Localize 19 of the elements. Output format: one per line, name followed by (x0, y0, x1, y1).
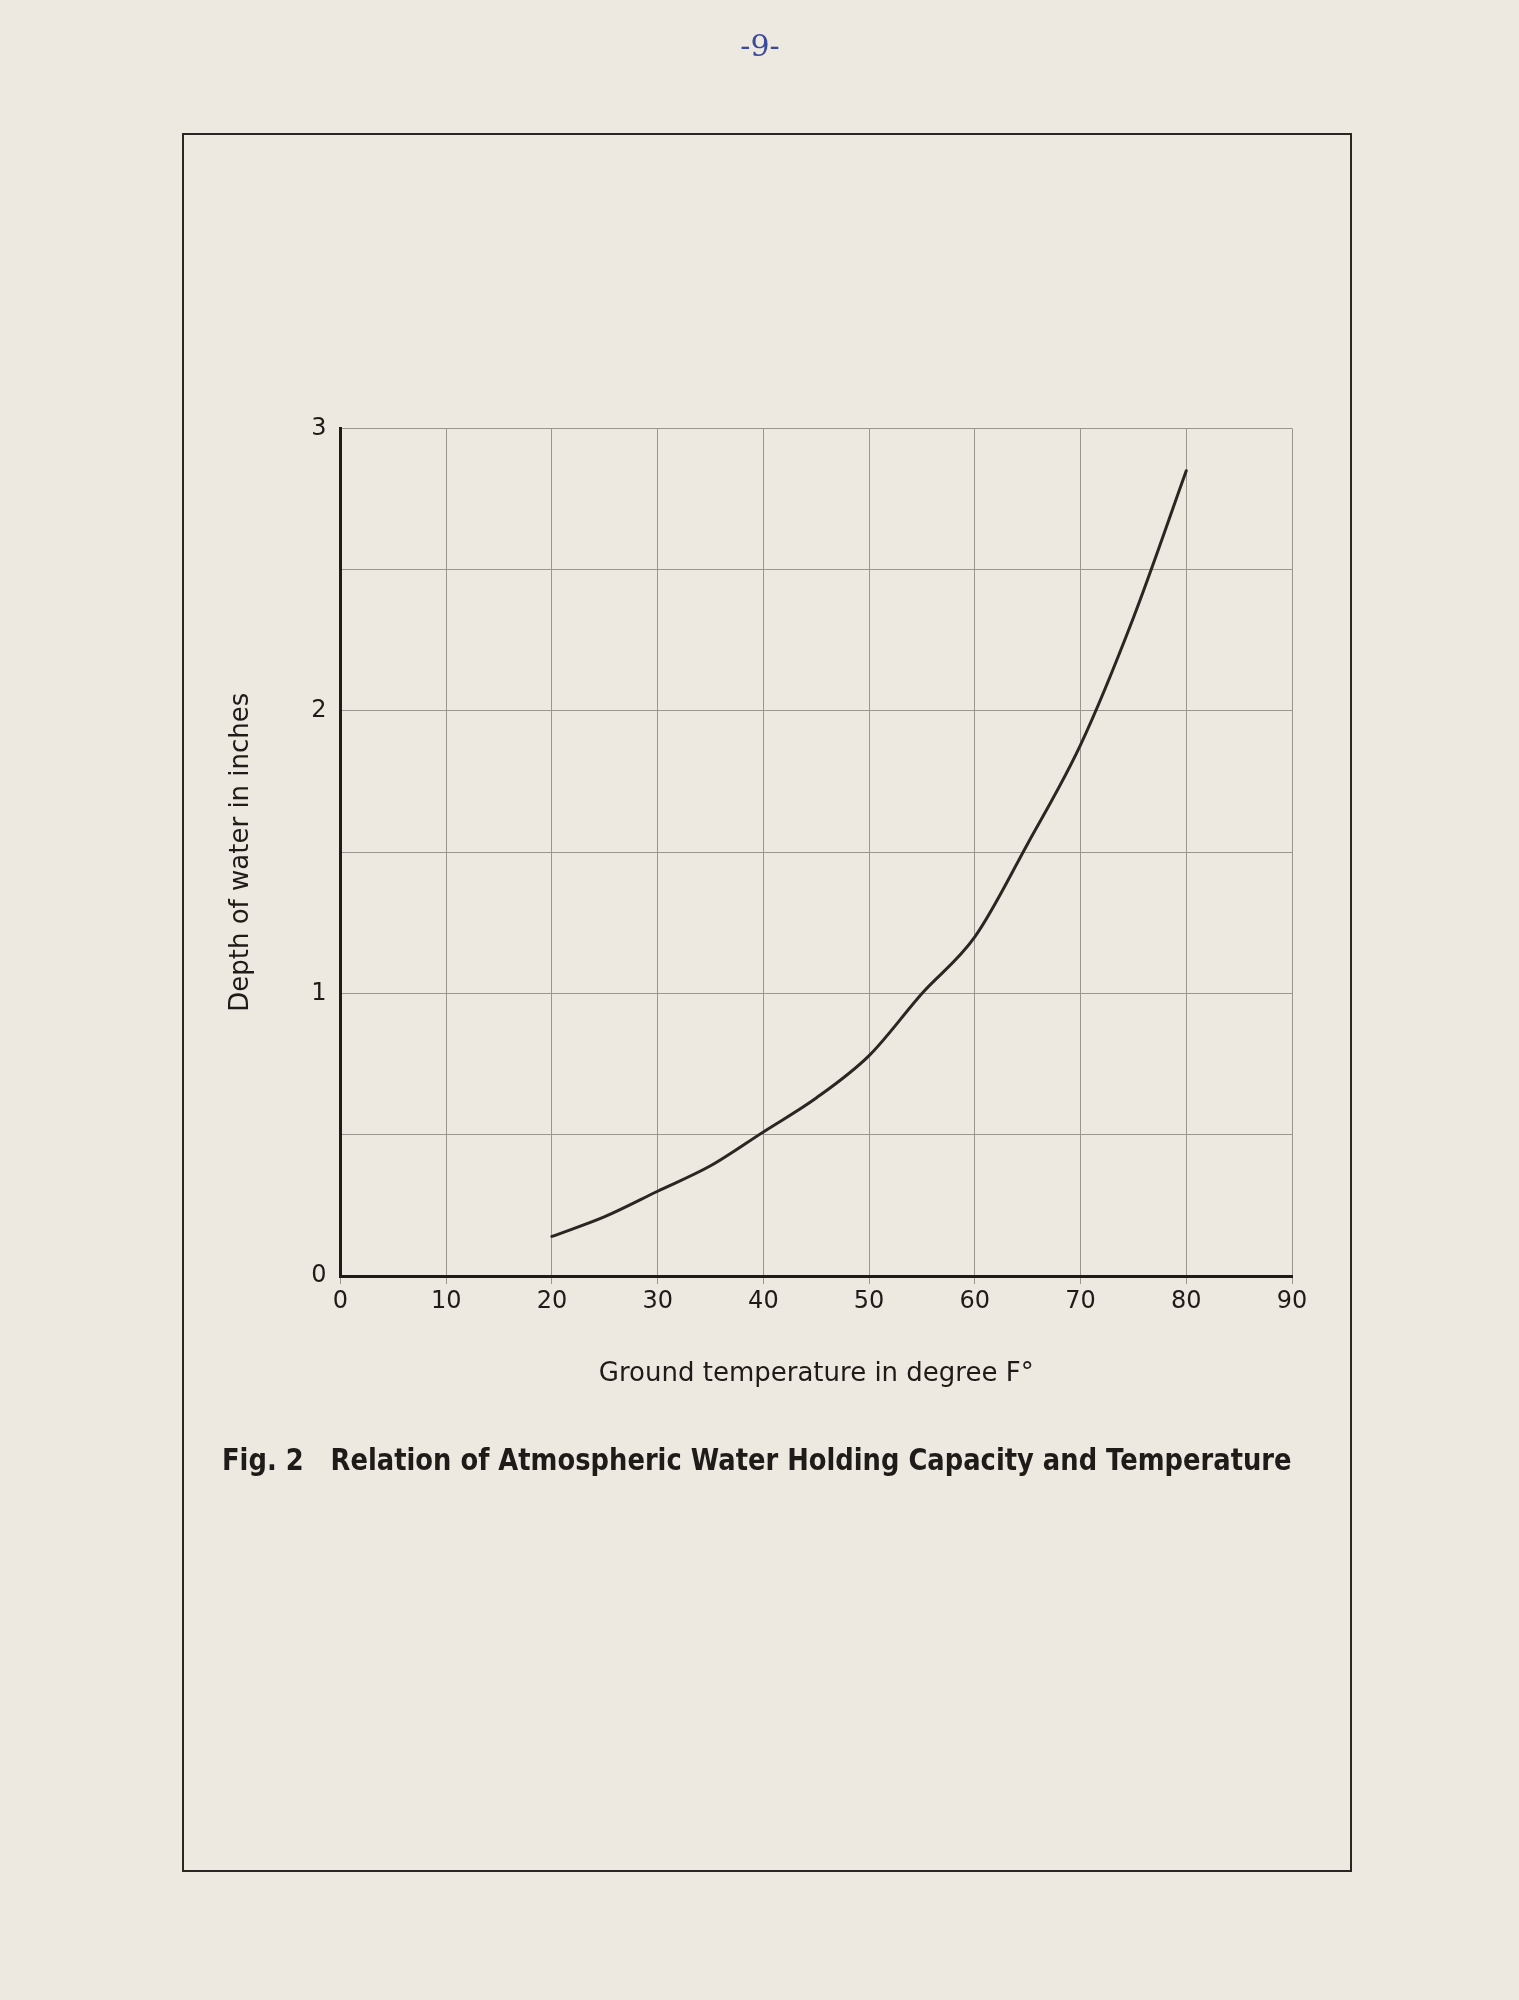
x-tick-label: 70 (1065, 1285, 1096, 1314)
x-axis-title: Ground temperature in degree F° (598, 1357, 1034, 1388)
x-tick-label: 60 (959, 1285, 991, 1314)
x-tick-label: 90 (1276, 1285, 1308, 1314)
x-tick-label: 50 (853, 1285, 885, 1314)
y-tick-label: 3 (311, 412, 327, 441)
x-tick-label: 0 (332, 1285, 349, 1314)
y-tick-label: 1 (311, 977, 327, 1006)
line-series (550, 469, 1188, 1238)
y-tick-label: 0 (311, 1260, 327, 1289)
y-axis-title: Depth of water in inches (224, 692, 255, 1012)
text: Fig. 2 Relation of Atmospheric Water Holding Capacity and Temperature (222, 1441, 1292, 1478)
x-tick-label: 10 (430, 1285, 462, 1314)
y-tick-label: 2 (311, 695, 327, 724)
x-tick-label: 20 (536, 1285, 568, 1314)
x-tick-label: 80 (1171, 1285, 1202, 1314)
x-tick-label: 40 (748, 1285, 779, 1314)
text: -9- (739, 28, 781, 63)
x-tick-label: 30 (642, 1285, 673, 1314)
